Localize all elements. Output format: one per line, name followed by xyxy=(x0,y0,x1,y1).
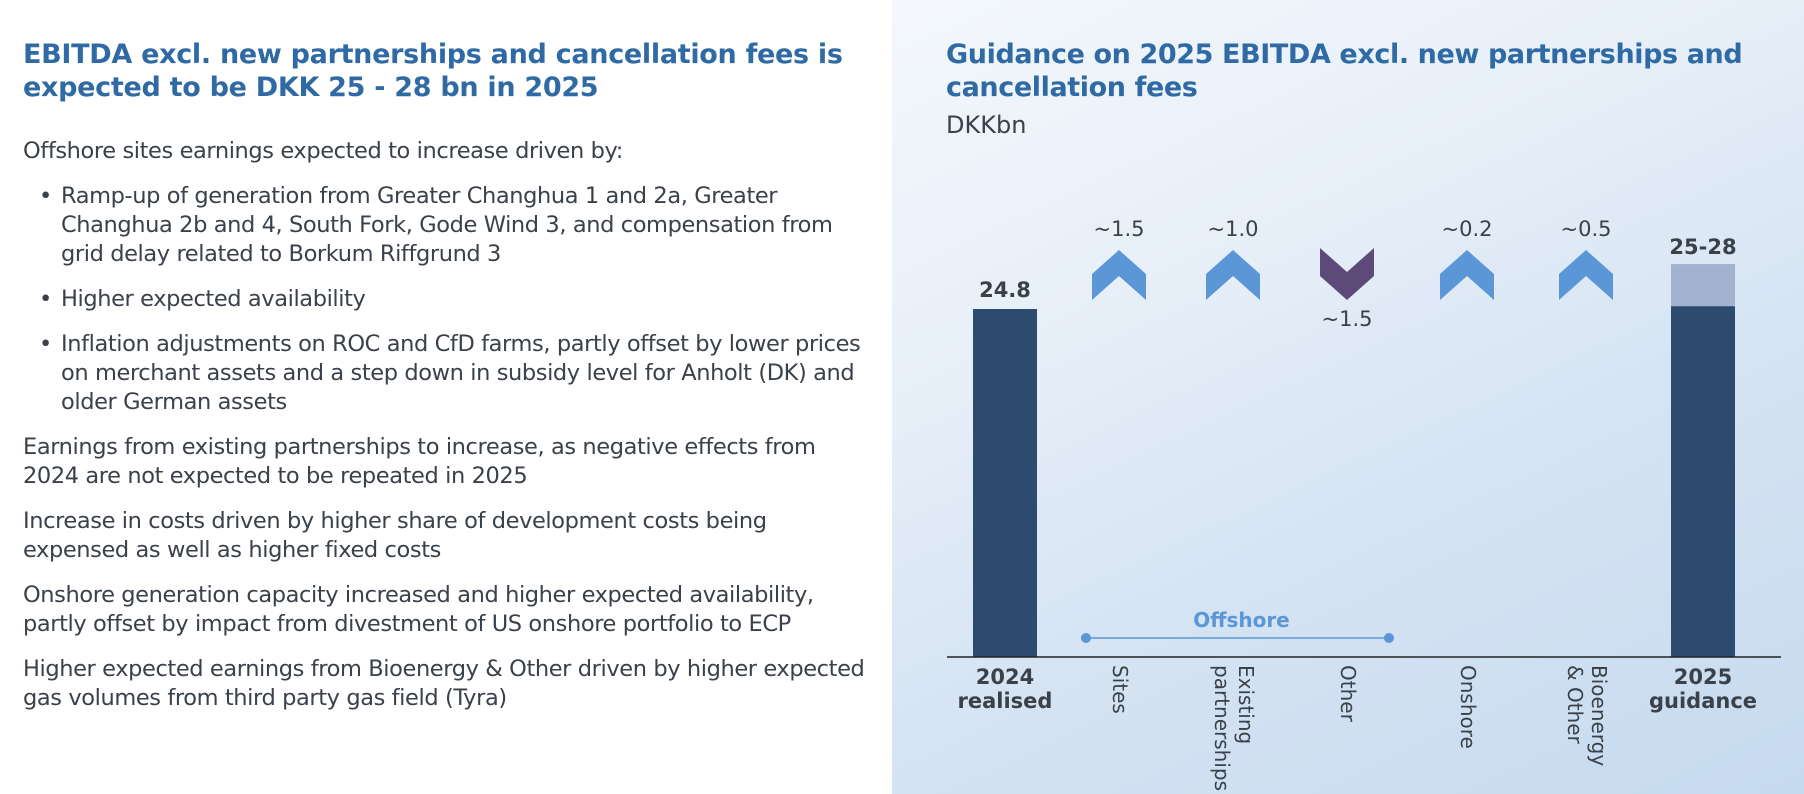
driver-value-label: ~0.5 xyxy=(1561,217,1612,241)
chart-panel: Guidance on 2025 EBITDA excl. new partne… xyxy=(892,0,1804,794)
paragraph-costs: Increase in costs driven by higher share… xyxy=(23,508,767,563)
bullet-marker: • xyxy=(39,331,52,357)
left-body: Offshore sites earnings expected to incr… xyxy=(23,137,873,729)
category-label-driver: Sites xyxy=(1108,665,1132,714)
chart-svg: 24.8 25-28 ~1.5 ~1.0 ~1.5 ~0.2 ~0.5 Offshore 202… xyxy=(947,217,1781,791)
bullet-marker: • xyxy=(39,286,52,312)
driver-value-label: ~1.0 xyxy=(1208,217,1259,241)
category-label-guidance: guidance xyxy=(1649,689,1757,713)
category-label-driver: partnerships xyxy=(1210,665,1234,791)
bullet-text: Inflation adjustments on ROC and CfD far… xyxy=(61,331,861,415)
data-label-2025: 25-28 xyxy=(1669,235,1736,259)
intro-text: Offshore sites earnings expected to incr… xyxy=(23,138,623,164)
bar-2024-realised xyxy=(973,309,1037,657)
driver-value-label: ~1.5 xyxy=(1322,307,1373,331)
list-item: • Higher expected availability xyxy=(23,285,873,314)
offshore-bracket-start-dot xyxy=(1081,633,1091,643)
list-item: • Inflation adjustments on ROC and CfD f… xyxy=(23,330,873,417)
category-label-2025: 2025 xyxy=(1674,665,1732,689)
offshore-bracket-end-dot xyxy=(1384,633,1394,643)
category-label-driver: Onshore xyxy=(1456,665,1480,749)
list-item: • Ramp-up of generation from Greater Cha… xyxy=(23,182,873,269)
chart-unit: DKKbn xyxy=(946,111,1027,139)
offshore-bracket-label: Offshore xyxy=(1193,608,1290,632)
driver-chevron-up xyxy=(1559,250,1613,300)
driver-value-label: ~0.2 xyxy=(1442,217,1493,241)
category-label-realised: realised xyxy=(958,689,1053,713)
driver-chevron-up xyxy=(1206,250,1260,300)
data-label-2024: 24.8 xyxy=(979,278,1031,302)
bar-2025-guidance-range xyxy=(1671,264,1735,307)
left-panel: EBITDA excl. new partnerships and cancel… xyxy=(0,0,892,794)
bullet-list: • Ramp-up of generation from Greater Cha… xyxy=(23,182,873,417)
driver-chevron-up xyxy=(1440,250,1494,300)
category-label-driver: Other xyxy=(1336,665,1360,723)
bullet-marker: • xyxy=(39,183,52,209)
paragraph-bioenergy: Higher expected earnings from Bioenergy … xyxy=(23,656,865,711)
left-heading: EBITDA excl. new partnerships and cancel… xyxy=(23,39,843,103)
driver-value-label: ~1.5 xyxy=(1094,217,1145,241)
category-label-2024: 2024 xyxy=(976,665,1034,689)
chart-title: Guidance on 2025 EBITDA excl. new partne… xyxy=(946,39,1743,103)
bar-2025-guidance-base xyxy=(1671,306,1735,657)
category-label-driver: & Other xyxy=(1563,665,1587,745)
bullet-text: Ramp-up of generation from Greater Chang… xyxy=(61,183,833,267)
category-label-driver: Bioenergy xyxy=(1587,665,1611,766)
paragraph-onshore: Onshore generation capacity increased an… xyxy=(23,582,814,637)
driver-chevron-down xyxy=(1320,248,1374,300)
driver-chevron-up xyxy=(1092,250,1146,300)
category-label-driver: Existing xyxy=(1234,665,1258,744)
bullet-text: Higher expected availability xyxy=(61,286,366,312)
paragraph-partnerships: Earnings from existing partnerships to i… xyxy=(23,434,816,489)
